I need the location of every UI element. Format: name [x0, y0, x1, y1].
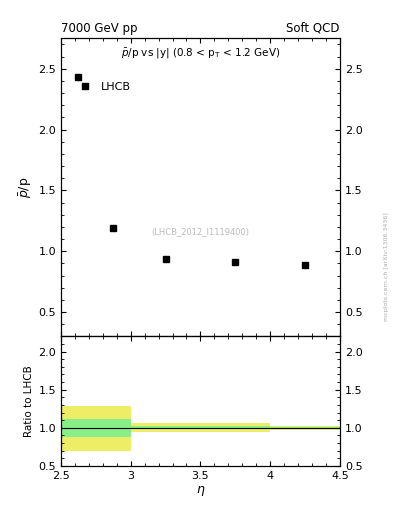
LHCB [111, 225, 116, 231]
LHCB [76, 74, 81, 80]
Y-axis label: $\bar{p}$/p: $\bar{p}$/p [18, 177, 34, 198]
LHCB [163, 255, 168, 262]
Y-axis label: Ratio to LHCB: Ratio to LHCB [24, 365, 34, 437]
Text: mcplots.cern.ch [arXiv:1306.3436]: mcplots.cern.ch [arXiv:1306.3436] [384, 212, 389, 321]
Legend: LHCB: LHCB [72, 80, 133, 94]
Text: $\bar{p}$/p vs |y| (0.8 < p$_\mathregular{T}$ < 1.2 GeV): $\bar{p}$/p vs |y| (0.8 < p$_\mathregula… [121, 47, 280, 61]
Text: Soft QCD: Soft QCD [286, 22, 340, 35]
LHCB [303, 262, 307, 268]
X-axis label: $\eta$: $\eta$ [196, 483, 205, 498]
Text: (LHCB_2012_I1119400): (LHCB_2012_I1119400) [151, 227, 250, 237]
LHCB [233, 259, 238, 265]
Text: 7000 GeV pp: 7000 GeV pp [61, 22, 138, 35]
Line: LHCB: LHCB [75, 74, 309, 268]
